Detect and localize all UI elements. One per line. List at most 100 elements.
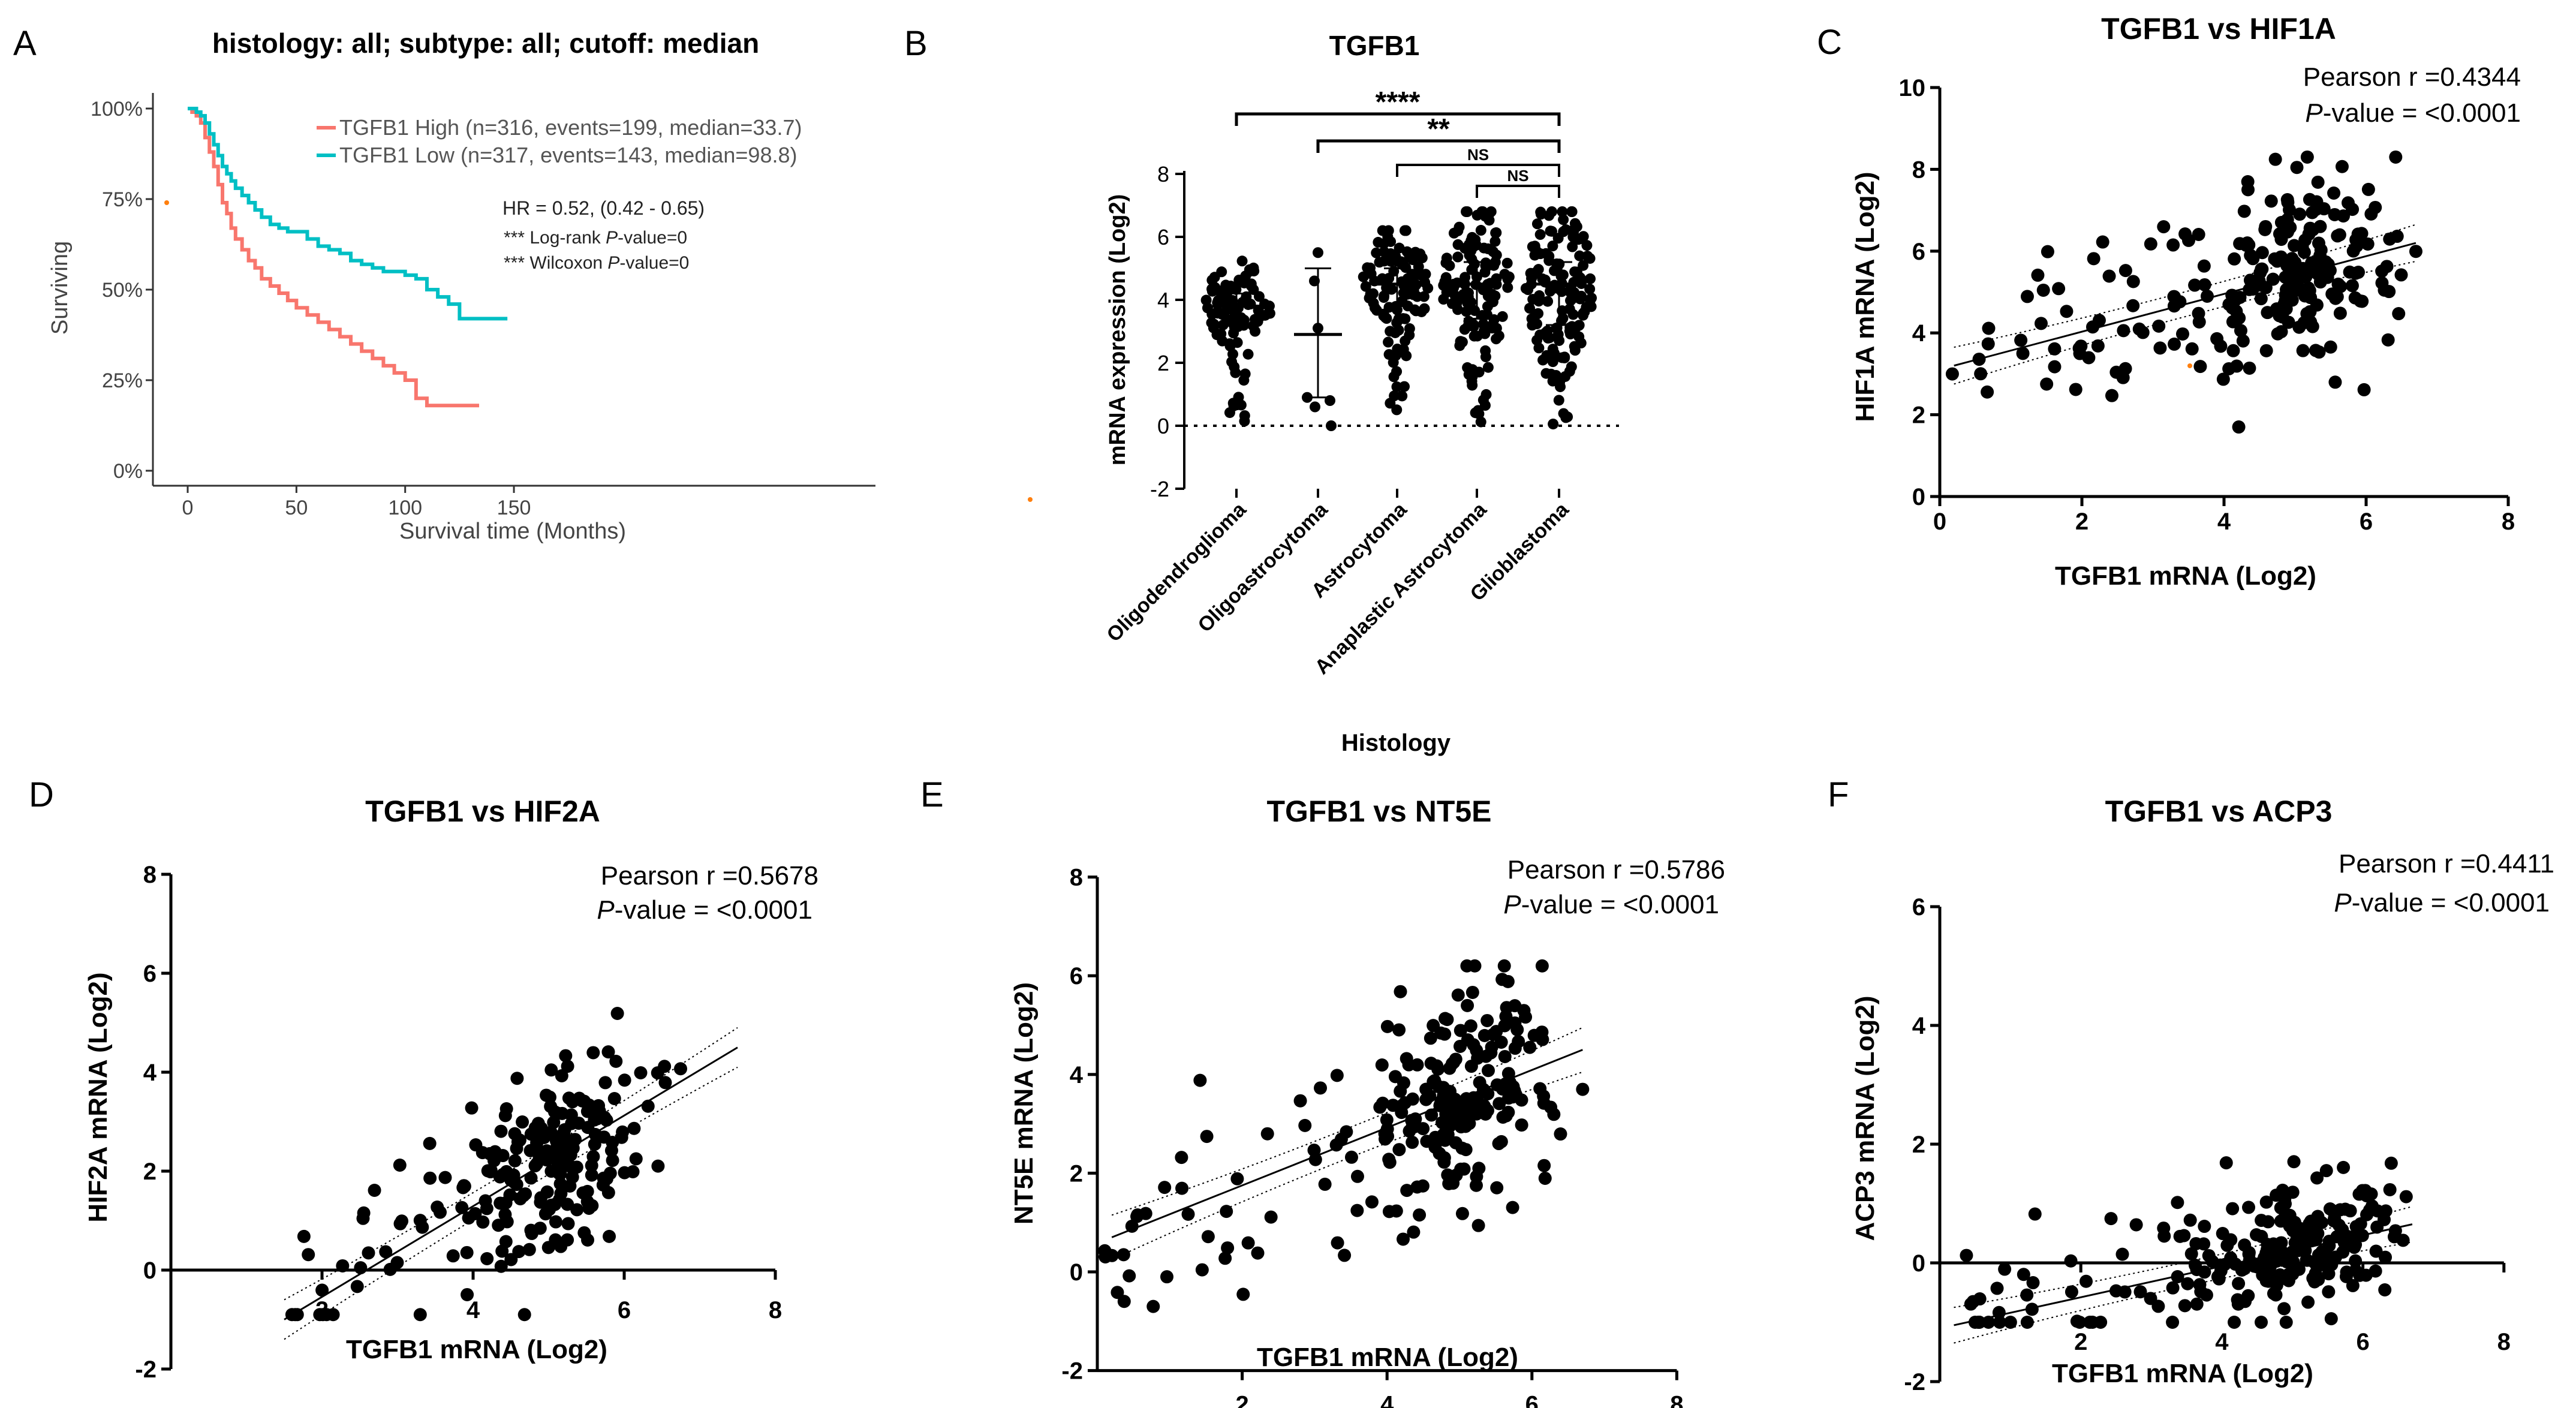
scatter-point: [2310, 1171, 2324, 1185]
scatter-point: [1982, 321, 1996, 335]
scatter-point: [2017, 1268, 2030, 1281]
scatter-point: [1472, 1162, 1486, 1175]
x-tick-label: 8: [2497, 1329, 2511, 1355]
scatter-point: [2365, 1199, 2379, 1213]
dot-point: [1467, 231, 1478, 243]
scatter-point: [2285, 1245, 2299, 1259]
dot-point: [1228, 327, 1239, 339]
confidence-band-lower: [284, 1066, 738, 1340]
dot-point: [1537, 354, 1549, 366]
scatter-point: [1508, 1016, 1522, 1030]
scatter-point: [1230, 1172, 1244, 1186]
panel-b-y-tick-label: 4: [1157, 288, 1169, 312]
scatter-point: [393, 1159, 407, 1172]
dot-point: [1531, 218, 1543, 230]
scatter-point: [2346, 244, 2360, 258]
dot-point: [1391, 404, 1403, 416]
dot-point: [1479, 400, 1491, 411]
scatter-point: [1175, 1181, 1189, 1195]
scatter-point: [1509, 1087, 1522, 1101]
x-tick-label: 6: [1525, 1392, 1539, 1408]
scatter-point: [2389, 150, 2403, 164]
scatter-point: [561, 1217, 575, 1231]
scatter-point: [1236, 1287, 1250, 1301]
dot-point: [1548, 419, 1559, 430]
scatter-point: [2322, 1234, 2336, 1248]
scatter-point: [523, 1144, 537, 1157]
dot-point: [1232, 337, 1243, 348]
scatter-point: [1380, 1019, 1394, 1033]
scatter-point: [498, 1109, 512, 1123]
scatter-point: [1111, 1286, 1124, 1299]
scatter-point: [2348, 1241, 2361, 1254]
scatter-point: [500, 1215, 514, 1229]
confidence-band-upper: [1111, 1027, 1583, 1216]
legend-label-high: TGFB1 High (n=316, events=199, median=33…: [339, 115, 802, 140]
scatter-point: [2216, 372, 2230, 386]
scatter-point: [2324, 340, 2337, 354]
dot-point: [1534, 329, 1546, 341]
scatter-point: [383, 1262, 397, 1276]
y-tick-label: 6: [1912, 894, 1925, 920]
scatter-point: [1960, 1248, 1973, 1262]
scatter-point: [1481, 1064, 1495, 1078]
scatter-point: [2345, 279, 2359, 293]
scatter-point: [1264, 1210, 1278, 1224]
scatter-point: [2274, 1214, 2288, 1228]
significance-bracket: [1235, 112, 1561, 126]
panel-a-y-tick-label: 25%: [102, 369, 143, 392]
scatter-point: [2349, 266, 2363, 280]
dot-point: [1480, 345, 1491, 356]
dot-point: [1418, 291, 1430, 302]
significance-label: **: [1427, 113, 1450, 145]
dot-point: [1491, 323, 1502, 334]
scatter-point: [1490, 1181, 1504, 1195]
scatter-point: [2375, 264, 2389, 278]
scatter-point: [2337, 209, 2351, 223]
scatter-point: [540, 1146, 553, 1160]
dot-point: [1360, 281, 1371, 292]
dot-point: [1530, 309, 1542, 320]
dot-point: [1364, 292, 1375, 303]
dot-point: [1216, 266, 1227, 278]
y-tick-label: 2: [1912, 402, 1925, 429]
scatter-point: [2190, 1297, 2204, 1311]
scatter-point: [2311, 1226, 2325, 1240]
scatter-point: [2264, 194, 2278, 208]
scatter-point: [626, 1165, 640, 1179]
panel-a-stray-marker: [164, 200, 169, 205]
dot-point: [1482, 362, 1494, 373]
legend-label-low: TGFB1 Low (n=317, events=143, median=98.…: [339, 143, 797, 167]
dot-point: [1226, 356, 1238, 368]
scatter-point: [586, 1046, 600, 1060]
dot-point: [1245, 278, 1257, 290]
dot-point: [1202, 302, 1213, 314]
scatter-point: [1501, 974, 1515, 988]
scatter-point: [1446, 1177, 1460, 1190]
dot-point: [1573, 320, 1584, 331]
scatter-point: [350, 1280, 364, 1293]
scatter-point: [1428, 1141, 1442, 1154]
scatter-point: [2313, 275, 2327, 289]
scatter-point: [2171, 1196, 2184, 1210]
scatter-point: [2279, 1316, 2293, 1329]
scatter-point: [1497, 959, 1511, 973]
scatter-point: [2185, 342, 2199, 356]
scatter-point: [2102, 269, 2116, 283]
dot-point: [1560, 224, 1572, 236]
y-tick-label: -2: [1904, 1369, 1925, 1395]
scatter-point: [2349, 1263, 2363, 1277]
scatter-point: [1506, 1201, 1519, 1214]
scatter-point: [2034, 317, 2048, 330]
dot-point: [1326, 420, 1337, 431]
scatter-point: [1406, 1135, 1419, 1149]
scatter-point: [2041, 245, 2054, 258]
significance-bracket: [1316, 139, 1561, 153]
scatter-point: [549, 1215, 562, 1229]
scatter-point: [2020, 1288, 2034, 1302]
scatter-point: [2228, 1316, 2241, 1329]
scatter-point: [1447, 1055, 1461, 1069]
scatter-point: [2242, 1201, 2256, 1214]
scatter-point: [1465, 985, 1479, 999]
